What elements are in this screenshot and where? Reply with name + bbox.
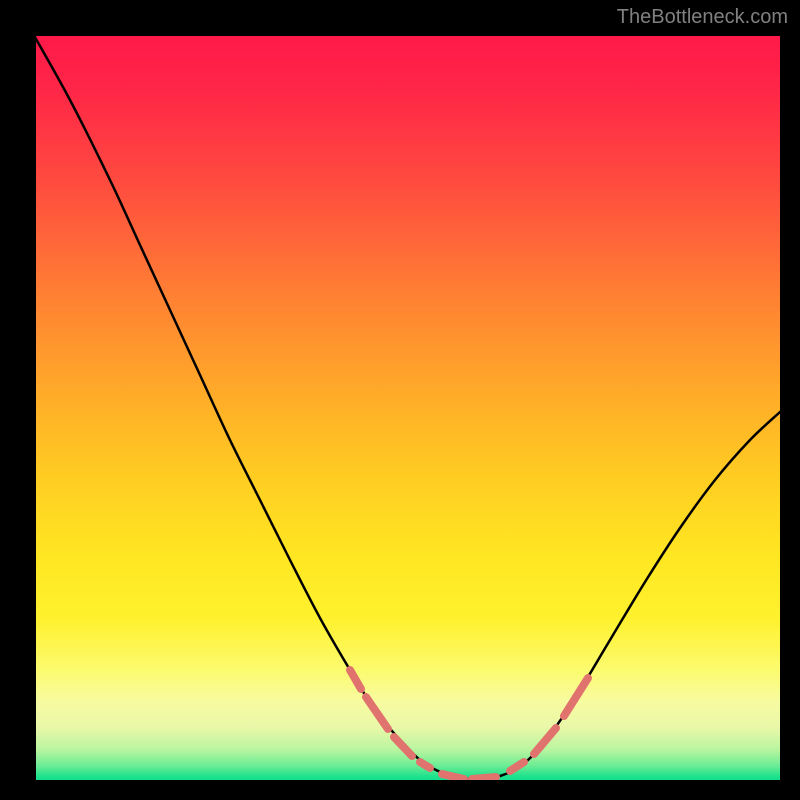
highlight-dash [420, 762, 430, 768]
gradient-background [32, 32, 784, 784]
plot-frame [32, 32, 784, 784]
highlight-dash [442, 774, 464, 779]
chart-svg [32, 32, 784, 784]
watermark-text: TheBottleneck.com [617, 6, 788, 29]
highlight-dash [472, 777, 496, 779]
